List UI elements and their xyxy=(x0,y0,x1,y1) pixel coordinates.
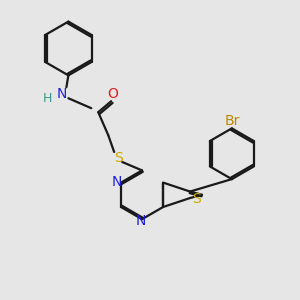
Text: H: H xyxy=(43,92,52,105)
Text: N: N xyxy=(112,175,122,189)
Text: S: S xyxy=(193,192,201,206)
Text: N: N xyxy=(56,87,67,101)
Text: S: S xyxy=(114,151,122,165)
Text: N: N xyxy=(136,214,146,228)
Text: Br: Br xyxy=(224,114,239,128)
Text: O: O xyxy=(108,87,118,101)
